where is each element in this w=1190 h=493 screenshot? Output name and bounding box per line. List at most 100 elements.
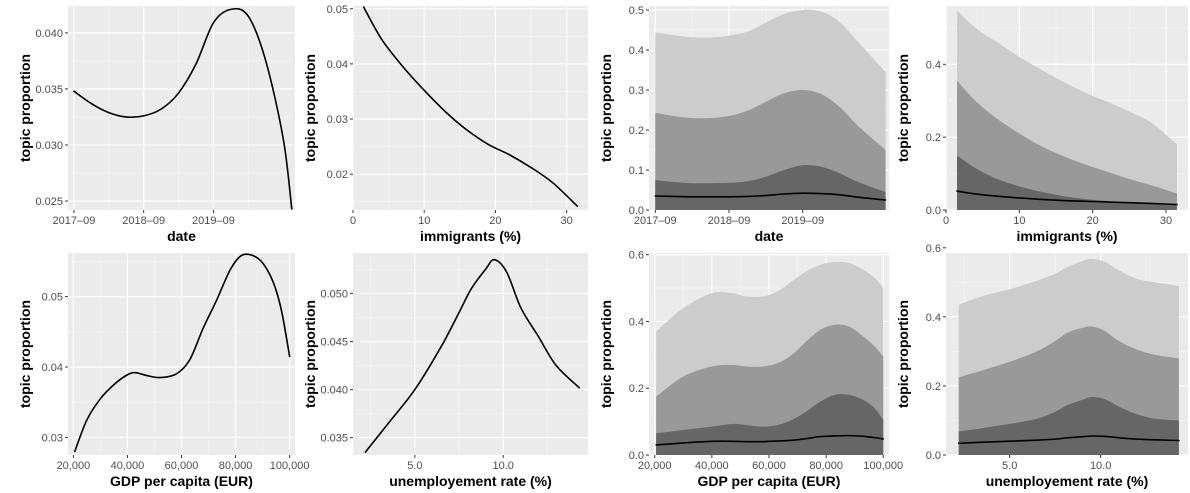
x-tick-label: 100,000	[863, 460, 903, 472]
x-tick-label: 2017–09	[634, 215, 677, 227]
y-tick-label: 0.050	[320, 288, 348, 300]
band-3	[655, 165, 886, 210]
y-tick-label: 0.035	[35, 84, 63, 96]
y-axis-title: topic proportion	[17, 300, 33, 408]
y-tick-label: 0.0	[629, 205, 644, 217]
plot-area	[362, 6, 579, 207]
band-2	[957, 80, 1177, 210]
y-tick-label: 0.040	[35, 28, 63, 40]
y-tick-label: 0.6	[926, 243, 941, 255]
y-tick-label: 0.03	[42, 432, 63, 444]
panel-3: 2017–09 2018–09 2019–09 0.0 0.1 0.2 0.3 0.4 0.5 d…	[598, 5, 889, 244]
x-tick-label: 20,000	[638, 460, 672, 472]
series-line	[362, 6, 579, 207]
y-axis-title: topic proportion	[17, 54, 33, 162]
y-tick-label: 0.045	[320, 336, 348, 348]
x-tick-label: 40,000	[111, 460, 145, 472]
x-tick-label: 60,000	[165, 460, 199, 472]
panel-2: 0 10 20 30 0.02 0.03 0.04 0.05 immigrants (%) top…	[302, 4, 588, 244]
x-tick-label: 5.0	[1002, 460, 1017, 472]
x-axis-title: GDP per capita (EUR)	[110, 473, 253, 489]
y-tick-label: 0.2	[629, 383, 644, 395]
panel-background	[353, 253, 588, 455]
y-tick-label: 0.2	[629, 125, 644, 137]
y-tick-label: 0.035	[320, 433, 348, 445]
plot-area	[654, 9, 887, 210]
plot-area	[364, 258, 580, 453]
x-tick-label: 20,000	[57, 460, 91, 472]
panel-5: 20,000 40,000 60,000 80,000 100,000 0.03 0.04 0…	[17, 253, 309, 489]
y-tick-label: 0.4	[629, 316, 644, 328]
x-tick-label: 40,000	[695, 460, 729, 472]
band-3	[656, 394, 884, 455]
x-tick-label: 5.0	[407, 460, 422, 472]
series-line	[364, 258, 580, 453]
y-tick-label: 0.05	[42, 292, 63, 304]
plot-area	[73, 253, 291, 453]
x-tick-label: 10.0	[492, 460, 513, 472]
series-line	[654, 192, 887, 201]
x-axis-title: unemployement rate (%)	[986, 473, 1149, 489]
x-tick-label: 60,000	[752, 460, 786, 472]
panel-background	[68, 6, 295, 210]
panel-4: 0 10 20 30 0.0 0.2 0.4 immigrants (%) topic prop…	[895, 6, 1188, 244]
y-tick-label: 0.6	[629, 250, 644, 262]
series-line	[73, 7, 293, 210]
series-line	[956, 190, 1178, 206]
x-tick-label: 30	[561, 215, 573, 227]
x-tick-label: 2019–09	[192, 215, 235, 227]
x-axis-title: unemployement rate (%)	[389, 473, 552, 489]
plot-area	[956, 10, 1178, 210]
plot-area	[655, 261, 885, 455]
x-tick-label: 80,000	[219, 460, 253, 472]
panel-background	[353, 6, 588, 210]
y-axis-title: topic proportion	[302, 300, 318, 408]
x-axis-title: immigrants (%)	[1016, 228, 1117, 244]
x-axis-title: immigrants (%)	[420, 228, 521, 244]
y-tick-label: 0.0	[926, 450, 941, 462]
plot-area	[957, 258, 1180, 455]
x-axis-title: date	[167, 228, 196, 244]
y-tick-label: 0.5	[629, 5, 644, 17]
panel-1: 2017–09 2018–09 2019–09 0.025 0.030 0.035 0.04…	[17, 6, 295, 244]
y-tick-label: 0.2	[926, 381, 941, 393]
series-line	[73, 253, 291, 453]
x-tick-label: 2018–09	[708, 215, 751, 227]
series-line	[957, 435, 1180, 445]
y-tick-label: 0.1	[629, 165, 644, 177]
x-tick-label: 80,000	[809, 460, 843, 472]
x-tick-label: 2017–09	[53, 215, 96, 227]
x-axis-title: date	[755, 228, 784, 244]
panel-6: 5.0 10.0 0.035 0.040 0.045 0.050 unemployement…	[302, 253, 588, 489]
x-tick-label: 20	[1087, 215, 1099, 227]
y-tick-label: 0.04	[327, 59, 348, 71]
x-tick-label: 10	[418, 215, 430, 227]
y-tick-label: 0.0	[926, 205, 941, 217]
y-tick-label: 0.4	[926, 312, 941, 324]
y-tick-label: 0.02	[327, 169, 348, 181]
x-tick-label: 2019–09	[781, 215, 824, 227]
x-tick-label: 0	[350, 215, 356, 227]
y-tick-label: 0.4	[629, 45, 644, 57]
y-tick-label: 0.0	[629, 450, 644, 462]
y-axis-title: topic proportion	[598, 54, 614, 162]
y-tick-label: 0.025	[35, 196, 63, 208]
band-3	[957, 155, 1177, 210]
y-axis-title: topic proportion	[895, 54, 911, 162]
y-tick-label: 0.030	[35, 140, 63, 152]
x-tick-label: 0	[943, 215, 949, 227]
x-axis-title: GDP per capita (EUR)	[698, 473, 841, 489]
y-axis-title: topic proportion	[302, 54, 318, 162]
x-tick-label: 10	[1013, 215, 1025, 227]
x-tick-label: 10.0	[1090, 460, 1111, 472]
y-tick-label: 0.3	[629, 85, 644, 97]
y-axis-title: topic proportion	[598, 300, 614, 408]
y-tick-label: 0.03	[327, 114, 348, 126]
x-tick-label: 30	[1160, 215, 1172, 227]
y-tick-label: 0.4	[926, 59, 941, 71]
x-tick-label: 2018–09	[122, 215, 165, 227]
y-tick-label: 0.04	[42, 362, 63, 374]
y-axis-title: topic proportion	[895, 300, 911, 408]
x-tick-label: 20	[489, 215, 501, 227]
